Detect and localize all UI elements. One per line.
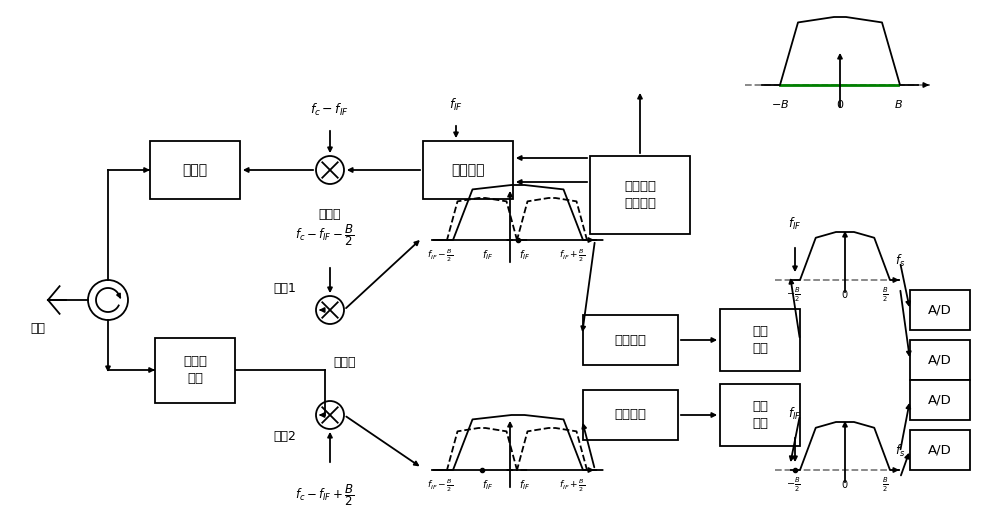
- FancyBboxPatch shape: [150, 141, 240, 199]
- Text: 正交调制: 正交调制: [451, 163, 485, 177]
- Text: $\frac{B}{2}$: $\frac{B}{2}$: [882, 286, 888, 304]
- FancyBboxPatch shape: [582, 315, 678, 365]
- Text: $f_{IF}$: $f_{IF}$: [788, 216, 802, 232]
- Text: $B$: $B$: [894, 98, 902, 110]
- Text: $-B$: $-B$: [771, 98, 789, 110]
- Text: 带通滤波: 带通滤波: [614, 409, 646, 421]
- FancyBboxPatch shape: [910, 290, 970, 330]
- FancyBboxPatch shape: [910, 340, 970, 380]
- FancyBboxPatch shape: [155, 337, 235, 403]
- Text: 下变频: 下变频: [334, 356, 356, 369]
- Text: $f_{IF}+\frac{B}{2}$: $f_{IF}+\frac{B}{2}$: [559, 477, 585, 494]
- Text: $f_{IF}$: $f_{IF}$: [519, 248, 531, 262]
- Text: $0$: $0$: [841, 288, 849, 300]
- Text: $f_c - f_{IF}$: $f_c - f_{IF}$: [310, 102, 350, 118]
- FancyBboxPatch shape: [590, 156, 690, 234]
- FancyBboxPatch shape: [720, 384, 800, 446]
- Text: A/D: A/D: [928, 353, 952, 366]
- Text: 发射机: 发射机: [182, 163, 208, 177]
- FancyBboxPatch shape: [910, 430, 970, 470]
- Text: 上变频: 上变频: [319, 209, 341, 221]
- Text: $-\frac{B}{2}$: $-\frac{B}{2}$: [786, 286, 800, 304]
- Text: $f_{IF}$: $f_{IF}$: [519, 478, 531, 492]
- Text: $f_c - f_{IF} + \dfrac{B}{2}$: $f_c - f_{IF} + \dfrac{B}{2}$: [295, 482, 355, 508]
- Text: 通道1: 通道1: [274, 281, 296, 295]
- Text: $f_{IF}-\frac{B}{2}$: $f_{IF}-\frac{B}{2}$: [427, 477, 453, 494]
- Text: $f_{IF}$: $f_{IF}$: [788, 406, 802, 422]
- Text: $f_{IF}$: $f_{IF}$: [482, 478, 494, 492]
- Text: $f_s$: $f_s$: [895, 253, 905, 269]
- FancyBboxPatch shape: [720, 309, 800, 371]
- FancyBboxPatch shape: [910, 380, 970, 420]
- Text: $f_{IF}$: $f_{IF}$: [482, 248, 494, 262]
- Text: 带通滤波: 带通滤波: [614, 333, 646, 347]
- Text: $-\frac{B}{2}$: $-\frac{B}{2}$: [786, 476, 800, 494]
- Text: 通道2: 通道2: [274, 431, 296, 443]
- FancyBboxPatch shape: [582, 390, 678, 440]
- Text: 天线: 天线: [30, 322, 46, 334]
- Text: 低噪声
放大: 低噪声 放大: [183, 355, 207, 385]
- Text: $f_{IF}+\frac{B}{2}$: $f_{IF}+\frac{B}{2}$: [559, 247, 585, 264]
- Text: $0$: $0$: [841, 478, 849, 490]
- Text: $f_{IF}-\frac{B}{2}$: $f_{IF}-\frac{B}{2}$: [427, 247, 453, 264]
- Text: $f_s$: $f_s$: [895, 443, 905, 459]
- Text: 正交
解调: 正交 解调: [752, 325, 768, 355]
- Text: $0$: $0$: [836, 98, 844, 110]
- Text: 线性调频
信号产生: 线性调频 信号产生: [624, 180, 656, 210]
- Text: 正交
解调: 正交 解调: [752, 400, 768, 430]
- Text: A/D: A/D: [928, 393, 952, 407]
- Text: A/D: A/D: [928, 443, 952, 457]
- Text: $\frac{B}{2}$: $\frac{B}{2}$: [882, 476, 888, 494]
- Text: $f_c - f_{IF} - \dfrac{B}{2}$: $f_c - f_{IF} - \dfrac{B}{2}$: [295, 222, 355, 248]
- FancyBboxPatch shape: [423, 141, 513, 199]
- Text: A/D: A/D: [928, 303, 952, 317]
- Text: $f_{IF}$: $f_{IF}$: [449, 97, 463, 113]
